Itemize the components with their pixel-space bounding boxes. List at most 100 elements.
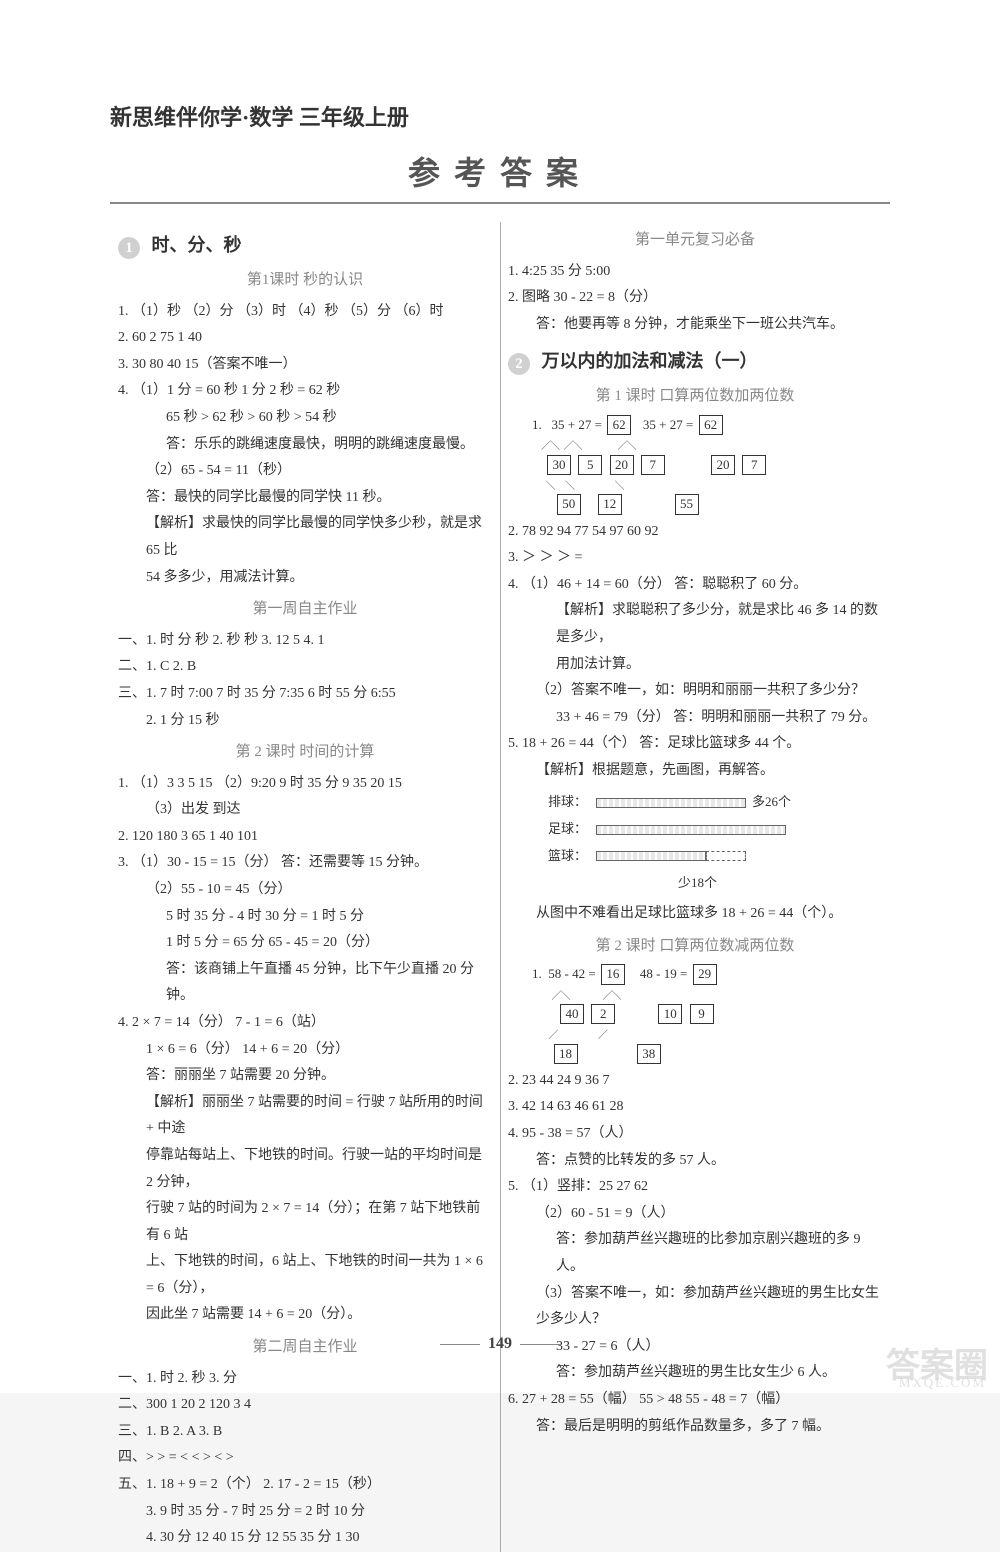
answer-line: 答：参加葫芦丝兴趣班的男生比女生少 6 人。 (508, 1360, 882, 1387)
unit-1-header: 1 时、分、秒 (118, 228, 492, 262)
num-box: 55 (675, 494, 699, 514)
answer-line: 2. 1 分 15 秒 (118, 708, 492, 735)
answer-line: 2. 图略 30 - 22 = 8（分） (508, 285, 882, 312)
bar-extra: 少18个 (678, 871, 882, 896)
num-box: 20 (711, 455, 735, 475)
bar (596, 798, 746, 808)
result-box: 62 (607, 415, 631, 435)
answer-line: （2）答案不唯一，如：明明和丽丽一共积了多少分？ (508, 678, 882, 705)
section-head: 第一单元复习必备 (508, 226, 882, 255)
answer-line: 4. 30 分 12 40 15 分 12 55 35 分 1 30 (118, 1525, 492, 1552)
answer-line: 3. ＞ ＞ ＞ = (508, 545, 882, 572)
num-box: 9 (690, 1004, 714, 1024)
bar-diagram: 排球： 多26个 足球： 篮球： 少18个 (548, 790, 882, 895)
answer-line: 33 + 46 = 79（分） 答：明明和丽丽一共积了 79 分。 (508, 705, 882, 732)
answer-line: （2）55 - 10 = 45（分） (118, 877, 492, 904)
answer-line: 答：丽丽坐 7 站需要 20 分钟。 (118, 1063, 492, 1090)
num-box: 40 (560, 1004, 584, 1024)
answer-line: 二、1. C 2. B (118, 654, 492, 681)
num-box: 7 (641, 455, 665, 475)
answer-line: 答：他要再等 8 分钟，才能乘坐下一班公共汽车。 (508, 312, 882, 339)
answer-line: 4. （1）1 分 = 60 秒 1 分 2 秒 = 62 秒 (118, 378, 492, 405)
bar-label: 排球： (548, 790, 596, 815)
answer-line: 3. 30 80 40 15（答案不唯一） (118, 352, 492, 379)
answer-line: 3. （1）30 - 15 = 15（分） 答：还需要等 15 分钟。 (118, 850, 492, 877)
answer-line: 2. 23 44 24 9 36 7 (508, 1068, 882, 1095)
answer-line: 从图中不难看出足球比篮球多 18 + 26 = 44（个）。 (508, 901, 882, 928)
answer-line: 答：参加葫芦丝兴趣班的比参加京剧兴趣班的多 9 人。 (508, 1227, 882, 1280)
answer-line: 1. （1）3 3 5 15 （2）9:20 9 时 35 分 9 35 20 … (118, 771, 492, 798)
section-head: 第一周自主作业 (118, 595, 492, 624)
answer-line: 三、1. B 2. A 3. B (118, 1419, 492, 1446)
answer-line: 6. 27 + 28 = 55（幅） 55 > 48 55 - 48 = 7（幅… (508, 1387, 882, 1414)
watermark-url: MXQE.COM (899, 1375, 986, 1391)
unit-2-title: 万以内的加法和减法（一） (542, 351, 758, 371)
result-box: 62 (699, 415, 723, 435)
answer-line: 五、1. 18 + 9 = 2（个） 2. 17 - 2 = 15（秒） (118, 1472, 492, 1499)
section-head: 第1课时 秒的认识 (118, 266, 492, 295)
bar-label: 篮球： (548, 844, 596, 869)
answer-line: 上、下地铁的时间，6 站上、下地铁的时间一共为 1 × 6 = 6（分）， (118, 1249, 492, 1302)
answer-line: （2）60 - 51 = 9（人） (508, 1201, 882, 1228)
bar-row-lanqiu: 篮球： (548, 844, 882, 869)
answer-line: 【解析】根据题意，先画图，再解答。 (508, 758, 882, 785)
answer-line: （2）65 - 54 = 11（秒） (118, 458, 492, 485)
split-lines: ／＼ ／＼ (532, 991, 621, 1002)
bar-extra: 多26个 (752, 790, 791, 815)
page: 新思维伴你学·数学 三年级上册 参考答案 1 时、分、秒 第1课时 秒的认识 1… (0, 0, 1000, 1393)
result-box: 16 (601, 964, 625, 984)
answer-line: 2. 60 2 75 1 40 (118, 325, 492, 352)
answer-line: 5 时 35 分 - 4 时 30 分 = 1 时 5 分 (118, 904, 492, 931)
answer-line: 停靠站每站上、下地铁的时间。行驶一站的平均时间是 2 分钟， (118, 1143, 492, 1196)
bar-row-paiqiu: 排球： 多26个 (548, 790, 882, 815)
num-box: 10 (658, 1004, 682, 1024)
answer-line: 答：最后是明明的剪纸作品数量多，多了 7 幅。 (508, 1414, 882, 1441)
answer-line: 四、> > = < < > < > (118, 1445, 492, 1472)
bar (596, 851, 706, 861)
answer-line: 1. （1）秒 （2）分 （3）时 （4）秒 （5）分 （6）时 (118, 299, 492, 326)
num-box: 38 (637, 1044, 661, 1064)
answer-line: 54 多多少，用减法计算。 (118, 565, 492, 592)
unit-1-badge: 1 (118, 237, 140, 259)
answer-line: 3. 9 时 35 分 - 7 时 25 分 = 2 时 10 分 (118, 1499, 492, 1526)
answer-line: 【解析】求最快的同学比最慢的同学快多少秒，就是求 65 比 (118, 511, 492, 564)
answer-line: 65 秒 > 62 秒 > 60 秒 > 54 秒 (118, 405, 492, 432)
answer-line: 答：该商铺上午直播 45 分钟，比下午少直播 20 分钟。 (118, 957, 492, 1010)
answer-line: 一、1. 时 2. 秒 3. 分 (118, 1366, 492, 1393)
num-box: 18 (554, 1044, 578, 1064)
bar (596, 825, 786, 835)
result-box: 29 (693, 964, 717, 984)
answer-line: 因此坐 7 站需要 14 + 6 = 20（分）。 (118, 1302, 492, 1329)
section-head: 第 2 课时 口算两位数减两位数 (508, 932, 882, 961)
answer-line: 【解析】求聪聪积了多少分，就是求比 46 多 14 的数是多少， (508, 598, 882, 651)
answer-line: （3）出发 到达 (118, 797, 492, 824)
unit-2-badge: 2 (508, 353, 530, 375)
num-box: 12 (598, 494, 622, 514)
title-rule (110, 202, 890, 204)
answer-line: 4. 95 - 38 = 57（人） (508, 1121, 882, 1148)
num-box: 5 (578, 455, 602, 475)
page-number: 149 (0, 1335, 1000, 1353)
answer-line: 一、1. 时 分 秒 2. 秒 秒 3. 12 5 4. 1 (118, 628, 492, 655)
answer-line: 1. 4:25 35 分 5:00 (508, 259, 882, 286)
bar-dash (706, 851, 746, 861)
expr: 48 - 19 = (640, 966, 687, 981)
answer-line: 1 时 5 分 = 65 分 65 - 45 = 20（分） (118, 930, 492, 957)
num-box: 50 (557, 494, 581, 514)
answer-line: 答：乐乐的跳绳速度最快，明明的跳绳速度最慢。 (118, 432, 492, 459)
answer-line: 二、300 1 20 2 120 3 4 (118, 1392, 492, 1419)
main-title: 参考答案 (110, 148, 890, 202)
num-box: 30 (547, 455, 571, 475)
answer-line: 4. （1）46 + 14 = 60（分） 答：聪聪积了 60 分。 (508, 572, 882, 599)
bar-label: 足球： (548, 817, 596, 842)
bar-row-zuqiu: 足球： (548, 817, 882, 842)
answer-line: 5. （1）竖排：25 27 62 (508, 1174, 882, 1201)
answer-line: （3）答案不唯一，如：参加葫芦丝兴趣班的男生比女生少多少人？ (508, 1281, 882, 1334)
answer-line: 2. 120 180 3 65 1 40 101 (118, 824, 492, 851)
answer-line: 【解析】丽丽坐 7 站需要的时间 = 行驶 7 站所用的时间 + 中途 (118, 1090, 492, 1143)
section-head: 第 2 课时 时间的计算 (118, 738, 492, 767)
split-lines: ／＼ ／＼ ／＼ (532, 441, 636, 452)
num-box: 20 (610, 455, 634, 475)
num-box: 2 (591, 1004, 615, 1024)
expr: 35 + 27 = (643, 417, 693, 432)
